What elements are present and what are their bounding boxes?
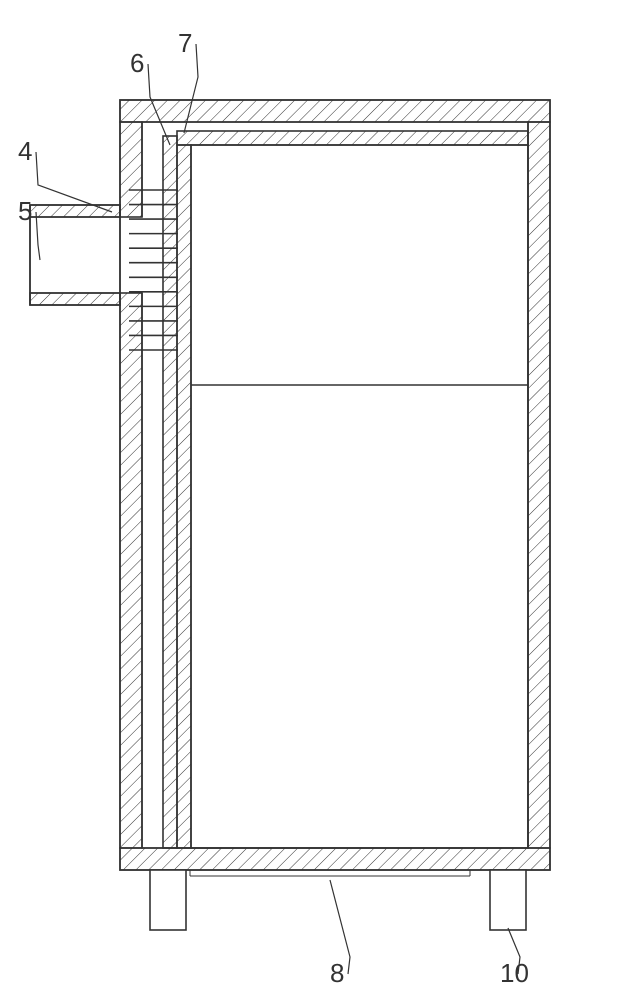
label-6: 6 — [130, 48, 144, 78]
label-4: 4 — [18, 136, 32, 166]
label-7: 7 — [178, 28, 192, 58]
label-5: 5 — [18, 196, 32, 226]
label-8: 8 — [330, 958, 344, 988]
label-10: 10 — [500, 958, 529, 988]
